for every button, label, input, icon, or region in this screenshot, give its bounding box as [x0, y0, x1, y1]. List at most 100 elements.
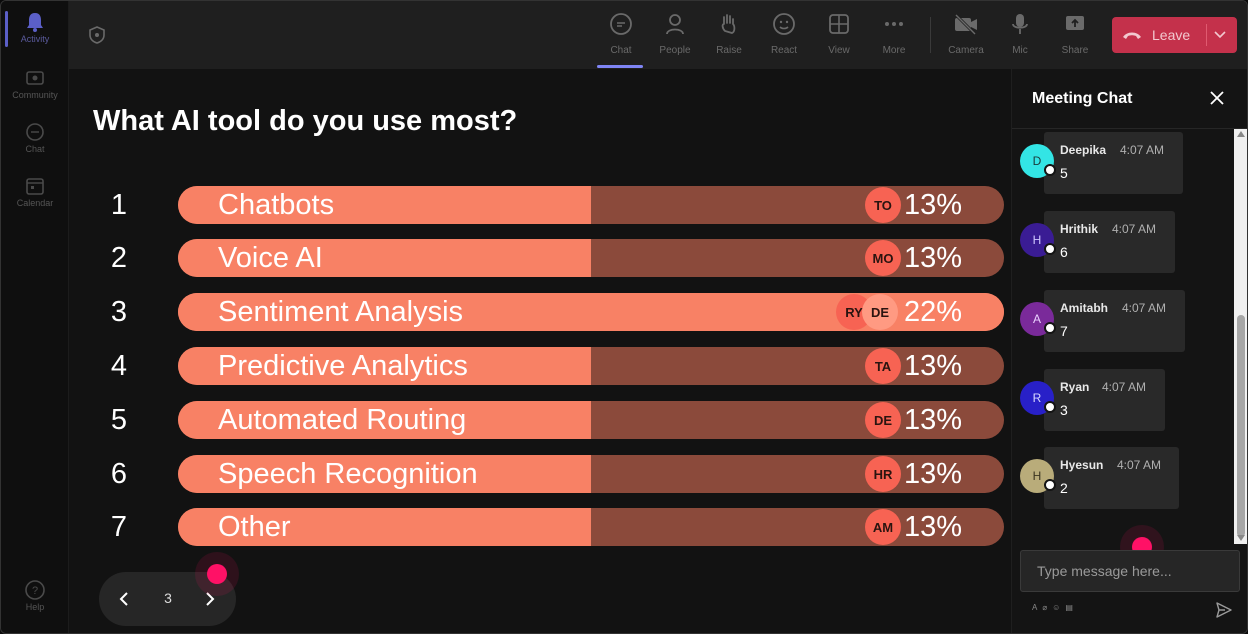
- option-bar[interactable]: Automated Routing DE 13%: [178, 401, 1004, 439]
- people-icon: [662, 11, 688, 37]
- react-button-label: React: [770, 45, 798, 56]
- calendar-icon: [24, 175, 46, 197]
- poll-stage: What AI tool do you use most? 1 Chatbots…: [69, 69, 1009, 633]
- scroll-down-arrow-icon[interactable]: [1237, 535, 1245, 541]
- send-icon[interactable]: [1215, 601, 1233, 619]
- chevron-down-icon[interactable]: [1207, 31, 1233, 39]
- option-bar-fill: [178, 186, 591, 224]
- share-button-label: Share: [1061, 45, 1089, 56]
- rail-item-calendar[interactable]: Calendar: [1, 175, 69, 227]
- rail-item-label: Chat: [25, 144, 45, 154]
- rail-item-help[interactable]: ? Help: [1, 579, 69, 631]
- avatar: R: [1020, 381, 1054, 415]
- compose-toolbar: A ⌀ ☺ ▤: [1032, 603, 1073, 612]
- voter-avatar: TA: [865, 348, 901, 384]
- poll-option-row: 6 Speech Recognition HR 13%: [69, 455, 1009, 493]
- chat-icon: [608, 11, 634, 37]
- rail-item-community[interactable]: Community: [1, 67, 69, 119]
- people-button-label: People: [659, 45, 691, 56]
- option-bar[interactable]: Chatbots TO 13%: [178, 186, 1004, 224]
- option-label: Automated Routing: [218, 404, 467, 436]
- message-bubble: Amitabh 4:07 AM 7: [1044, 290, 1185, 352]
- option-label: Chatbots: [218, 189, 335, 221]
- chat-button-label: Chat: [610, 45, 632, 56]
- option-percent: 13%: [903, 511, 962, 543]
- attach-icon[interactable]: ⌀: [1042, 603, 1048, 612]
- message-time: 4:07 AM: [1117, 458, 1162, 472]
- leave-button[interactable]: Leave: [1112, 17, 1237, 53]
- meeting-toolbar: Chat People Raise React View: [69, 1, 1247, 69]
- message-compose-box[interactable]: [1020, 550, 1240, 592]
- chat-icon: [24, 121, 46, 143]
- camera-button[interactable]: Camera: [941, 11, 991, 61]
- scrollbar-thumb[interactable]: [1237, 315, 1245, 537]
- scroll-up-arrow-icon[interactable]: [1237, 131, 1245, 137]
- community-icon: [24, 67, 46, 89]
- presence-dot: [1044, 243, 1056, 255]
- rail-item-activity[interactable]: Activity: [1, 11, 69, 63]
- poll-question: What AI tool do you use most?: [93, 105, 518, 137]
- sender-name: Deepika: [1060, 143, 1107, 157]
- message-time: 4:07 AM: [1112, 222, 1157, 236]
- option-bar[interactable]: Sentiment Analysis RY DE 22%: [178, 293, 1004, 331]
- people-button[interactable]: People: [650, 11, 700, 61]
- presence-dot: [1044, 401, 1056, 413]
- help-icon: ?: [24, 579, 46, 601]
- more-button[interactable]: More: [869, 11, 919, 61]
- option-bar-fill: [178, 239, 591, 277]
- more-icon: [881, 11, 907, 37]
- option-percent: 13%: [903, 404, 962, 436]
- sender-name: Amitabh: [1060, 301, 1108, 315]
- share-screen-icon: [1062, 11, 1088, 37]
- raise-hand-button[interactable]: Raise: [704, 11, 754, 61]
- chevron-right-icon[interactable]: [199, 589, 219, 609]
- option-bar[interactable]: Predictive Analytics TA 13%: [178, 347, 1004, 385]
- poll-option-row: 5 Automated Routing DE 13%: [69, 401, 1009, 439]
- presence-dot: [1044, 479, 1056, 491]
- message-bubble: Deepika 4:07 AM 5: [1044, 132, 1183, 194]
- option-rank: 4: [110, 350, 128, 382]
- message-bubble: Hyesun 4:07 AM 2: [1044, 447, 1179, 509]
- chat-divider: [1012, 128, 1247, 129]
- option-bar[interactable]: Other AM 13%: [178, 508, 1004, 546]
- mic-button-label: Mic: [1012, 45, 1028, 56]
- option-bar-fill: [178, 347, 591, 385]
- option-bar[interactable]: Speech Recognition HR 13%: [178, 455, 1004, 493]
- share-button[interactable]: Share: [1050, 11, 1100, 61]
- presence-dot: [1044, 322, 1056, 334]
- chevron-left-icon[interactable]: [115, 589, 135, 609]
- option-label: Predictive Analytics: [218, 350, 468, 382]
- option-percent: 13%: [903, 350, 962, 382]
- format-icon[interactable]: A: [1032, 603, 1038, 612]
- chat-scrollbar[interactable]: [1234, 129, 1247, 544]
- bell-icon: [24, 11, 46, 33]
- view-button-label: View: [828, 45, 850, 56]
- sender-name: Hrithik: [1060, 222, 1099, 236]
- gif-icon[interactable]: ▤: [1065, 603, 1073, 612]
- option-rank: 6: [110, 458, 128, 490]
- message-input[interactable]: [1021, 551, 1239, 591]
- hand-icon: [716, 11, 742, 37]
- poll-option-row: 4 Predictive Analytics TA 13%: [69, 347, 1009, 385]
- smiley-icon: [771, 11, 797, 37]
- message-time: 4:07 AM: [1102, 380, 1147, 394]
- message-bubble: Hrithik 4:07 AM 6: [1044, 211, 1175, 273]
- chat-message: Hrithik 4:07 AM 6 H: [1020, 211, 1186, 275]
- chat-button[interactable]: Chat: [596, 11, 646, 68]
- rail-item-chat[interactable]: Chat: [1, 121, 69, 173]
- presence-dot: [1044, 164, 1056, 176]
- view-button[interactable]: View: [814, 11, 864, 61]
- option-bar-fill: [178, 401, 591, 439]
- shield-icon[interactable]: [87, 25, 107, 45]
- voter-avatar: HR: [865, 456, 901, 492]
- emoji-icon[interactable]: ☺: [1052, 603, 1061, 612]
- react-button[interactable]: React: [759, 11, 809, 61]
- message-time: 4:07 AM: [1122, 301, 1167, 315]
- close-icon[interactable]: [1208, 89, 1226, 107]
- option-bar[interactable]: Voice AI MO 13%: [178, 239, 1004, 277]
- chat-message: Deepika 4:07 AM 5 D: [1020, 132, 1186, 196]
- option-label: Sentiment Analysis: [218, 296, 464, 328]
- option-rank: 5: [110, 404, 128, 436]
- mic-button[interactable]: Mic: [995, 11, 1045, 61]
- voter-avatar: AM: [865, 509, 901, 545]
